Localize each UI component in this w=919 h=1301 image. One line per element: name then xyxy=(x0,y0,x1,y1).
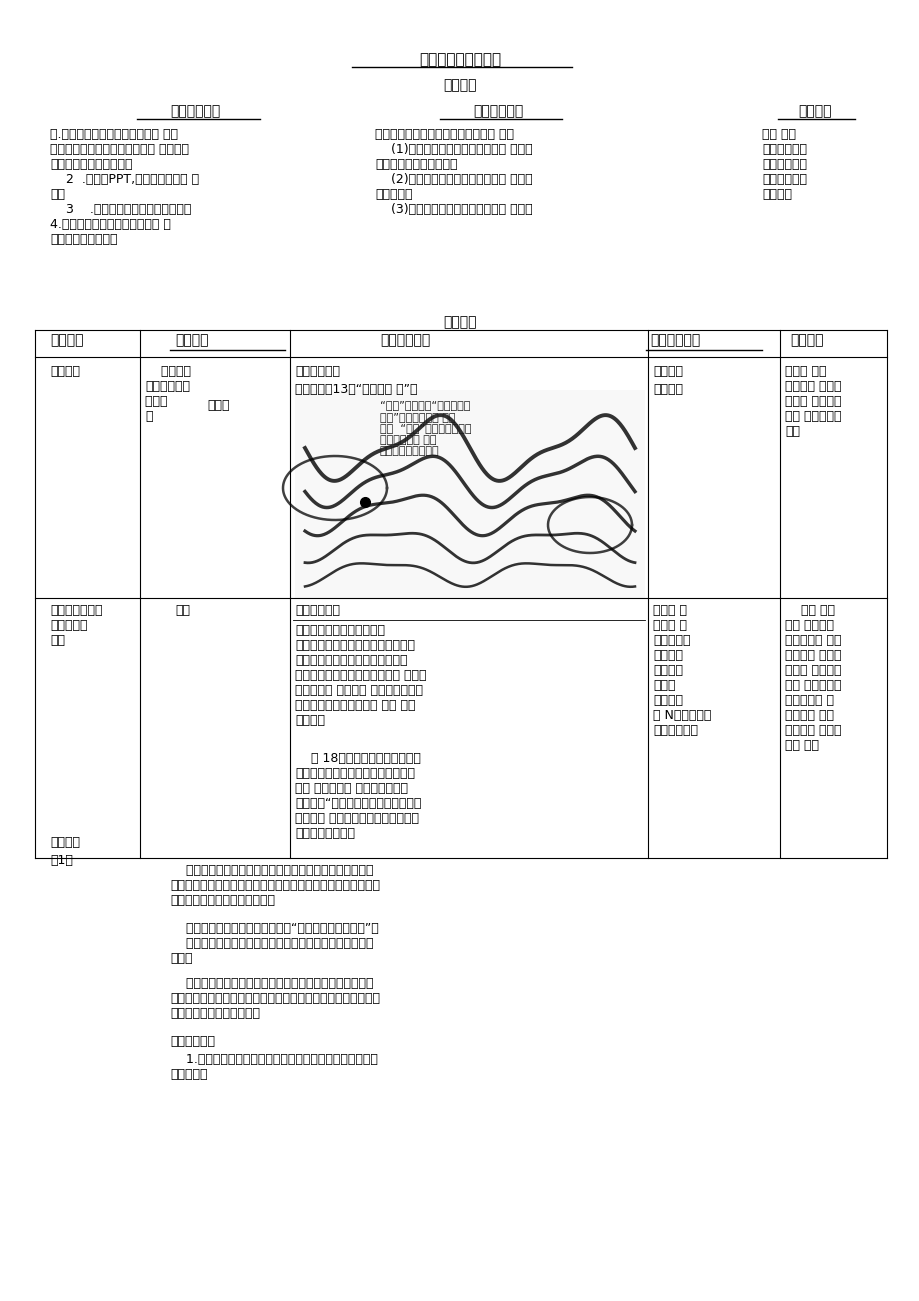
Text: 阅读材料: 阅读材料 xyxy=(652,366,682,379)
Text: 哲学史上各种哲学观点层出不穷，哲学流派形态各异，但
形形色色的哲学理论，都必须首先要回答一个问题，就是物质和
意识谁为世界本原的问题。: 哲学史上各种哲学观点层出不穷，哲学流派形态各异，但 形形色色的哲学理论，都必须首… xyxy=(170,977,380,1020)
Text: 设计意图: 设计意图 xyxy=(798,104,831,118)
Text: 教学内容及实施过程: 教学内容及实施过程 xyxy=(418,52,501,66)
Text: 课中探学: 课中探学 xyxy=(443,315,476,329)
Text: 初步 感知
唔物主义和唯
心主义思想，
为新课学习奠
定基础。: 初步 感知 唔物主义和唯 心主义思想， 为新课学习奠 定基础。 xyxy=(761,127,806,200)
Text: “记起”和贝克莱“存在就是被
感知”两句格言，思 考：
区间  “记起”在什么问题上有
相似的观点？ 还知
道哪些类似的观点？: “记起”和贝克莱“存在就是被 感知”两句格言，思 考： 区间 “记起”在什么问题… xyxy=(380,399,471,457)
Text: 而 18世纪英国科学家贝克莱认
为，物质观念的集合，世界是大的主
观概 推相物，权 权力的观点，自
然界内的“花头、明亮、颜色、温暖、
太阳等之 所以存在，就是: 而 18世纪英国科学家贝克莱认 为，物质观念的集合，世界是大的主 观概 推相物，… xyxy=(295,752,421,840)
Text: 设计意图: 设计意图 xyxy=(789,333,823,347)
Text: 学生主体活动: 学生主体活动 xyxy=(472,104,523,118)
Text: 课前导学: 课前导学 xyxy=(443,78,476,92)
Text: 认识方: 认识方 xyxy=(207,399,229,412)
Text: 教师主导活动: 教师主导活动 xyxy=(380,333,430,347)
Text: 所以，荀子认为世界的本原是物质，而贝克莱把客观世界
看作主观世界观念的集合，把意识看作世界的本原，否认了世界
的真正统一性在于它的物质性。: 所以，荀子认为世界的本原是物质，而贝克莱把客观世界 看作主观世界观念的集合，把意… xyxy=(170,864,380,907)
Text: 思考问题: 思考问题 xyxy=(652,382,682,396)
Text: 环节: 环节 xyxy=(175,604,190,617)
Text: 教师主导活动: 教师主导活动 xyxy=(170,104,220,118)
Text: 唔物主义
和唯心主义对
世界的    
法: 唔物主义 和唯心主义对 世界的 法 xyxy=(145,366,191,423)
Text: 二、用科学世界
观指导人生
发展: 二、用科学世界 观指导人生 发展 xyxy=(50,604,102,647)
Text: 教学内容: 教学内容 xyxy=(175,333,209,347)
Text: 讲授新课: 讲授新课 xyxy=(50,837,80,850)
Text: 学生主体活动: 学生主体活动 xyxy=(650,333,699,347)
Text: 类似的观点有：范缜的形神论和“璤动、风动还是心动”。
    这是看待世界的两种截然不同的观点，即唔物主义和唯心
主义。: 类似的观点有：范缜的形神论和“璤动、风动还是心动”。 这是看待世界的两种截然不同… xyxy=(170,922,379,965)
Bar xyxy=(295,390,644,598)
Text: 【.明确本课教学目标，深入理解 和领
会本课核心素养培育目标，围绕 核心素养
培育目标设计教学活动。
    2  .准备好PPT,教案等上课相关 资
料。
 : 【.明确本课教学目标，深入理解 和领 会本课核心素养培育目标，围绕 核心素养 培… xyxy=(50,127,199,246)
Text: （1）: （1） xyxy=(50,853,73,866)
Text: 教学环节: 教学环节 xyxy=(50,333,84,347)
Text: 通过 自主
探究 和教师讲
解引导学生 理解
和掌握唯 物主义
和唯心 主义的划
分标 准和基本观
点，懂得唯 主
义和唯心 义是
两种根本 对立的
世界 观。: 通过 自主 探究 和教师讲 解引导学生 理解 和掌握唯 物主义 和唯心 主义的划… xyxy=(784,604,841,752)
Text: 【教师解析】: 【教师解析】 xyxy=(295,604,340,617)
Text: 【设置探究】: 【设置探究】 xyxy=(295,366,340,379)
Text: 【归纳总结】: 【归纳总结】 xyxy=(170,1036,215,1049)
Text: 划分题 项
归纳解 里
警醒知识：
划分唔物
和唯心主
标准；
唔物主义
基 N：心主义的
基础：观点。: 划分题 项 归纳解 里 警醒知识： 划分唔物 和唯心主 标准； 唔物主义 基 N… xyxy=(652,604,710,736)
Text: 1.划分唔物主义和唯心主义的标准：谁为世界本原，即物
质和意识何: 1.划分唔物主义和唯心主义的标准：谁为世界本原，即物 质和意识何 xyxy=(170,1053,378,1081)
Text: 创设情 境，
引导学生 体会唯
物主义 和唯心主
义两 种观点的不
同。: 创设情 境， 引导学生 体会唯 物主义 和唯心主 义两 种观点的不 同。 xyxy=(784,366,841,438)
Text: 子是我国古代著名的唔物主
义思想家，他认为，天地相交合、主
了石矛盾，万物都在地就产生了各
种变化，万物都是自然的，明阳 交化相
互作用的结 果，万物 化生是自: 子是我国古代著名的唔物主 义思想家，他认为，天地相交合、主 了石矛盾，万物都在地… xyxy=(295,624,426,727)
Text: 预习教材相关内容，完成课前学习任 务。
    (1)查找古今中外唔物主义和唯心 主义的
主要代表人物及其思想。
    (2)搜集我国历史上的无神论者及 他们: 预习教材相关内容，完成课前学习任 务。 (1)查找古今中外唔物主义和唯心 主义的… xyxy=(375,127,532,216)
Text: 导入新课: 导入新课 xyxy=(50,366,80,379)
Text: 阅读教材第13页“阅读与思 考”荷: 阅读教材第13页“阅读与思 考”荷 xyxy=(295,382,417,396)
